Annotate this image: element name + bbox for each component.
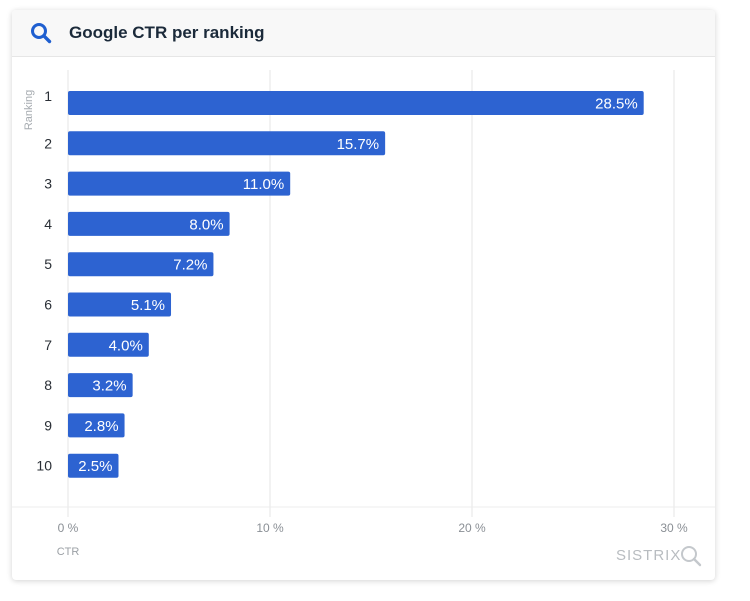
- x-tick-label: 20 %: [458, 521, 486, 535]
- y-tick-label: 6: [44, 297, 52, 313]
- y-tick-label: 8: [44, 377, 52, 393]
- chart-title: Google CTR per ranking: [69, 23, 265, 42]
- data-label: 3.2%: [92, 378, 126, 395]
- brand-logo: SISTRIX: [616, 547, 682, 564]
- data-label: 5.1%: [131, 297, 165, 314]
- bar-rank-5: [68, 252, 214, 277]
- bar-rank-4: [68, 211, 230, 236]
- y-tick-label: 10: [36, 458, 52, 474]
- magnifier-icon: [681, 546, 702, 567]
- data-label: 15.7%: [337, 136, 380, 153]
- card-header: Google CTR per ranking: [12, 10, 715, 57]
- x-tick-label: 30 %: [660, 521, 688, 535]
- data-label: 2.5%: [78, 458, 112, 475]
- bar-rank-7: [68, 332, 149, 357]
- data-label: 8.0%: [189, 216, 223, 233]
- y-tick-label: 4: [44, 216, 52, 232]
- bar-rank-1: [68, 91, 644, 115]
- y-tick-label: 1: [44, 88, 52, 104]
- y-tick-label: 5: [44, 256, 52, 272]
- bar-rank-10: [68, 453, 119, 478]
- y-tick-label: 7: [44, 337, 52, 353]
- data-label: 2.8%: [84, 418, 118, 435]
- search-icon: [31, 23, 52, 44]
- data-label: 7.2%: [173, 257, 207, 274]
- y-tick-label: 9: [44, 417, 52, 433]
- bar-rank-3: [68, 171, 291, 196]
- data-label: 4.0%: [109, 337, 143, 354]
- bar-rank-6: [68, 292, 172, 317]
- y-tick-label: 2: [44, 135, 52, 151]
- data-label: 11.0%: [243, 176, 284, 193]
- x-axis-label: CTR: [57, 546, 80, 558]
- bar-rank-8: [68, 373, 133, 398]
- bar-chart: 0 % 10 % 20 % 30 % CTR Ranking 1 28.5% 2 15.7% 3 11…: [12, 70, 715, 558]
- bar-rank-9: [68, 413, 125, 438]
- data-label: 28.5%: [595, 96, 638, 113]
- y-tick-label: 3: [44, 176, 52, 192]
- chart-card: Google CTR per ranking 0 % 10 % 20 % 30 % CT…: [12, 10, 715, 580]
- x-tick-label: 0 %: [58, 521, 79, 535]
- bar-rank-2: [68, 131, 386, 156]
- y-axis-label: Ranking: [23, 90, 35, 130]
- x-tick-label: 10 %: [256, 521, 284, 535]
